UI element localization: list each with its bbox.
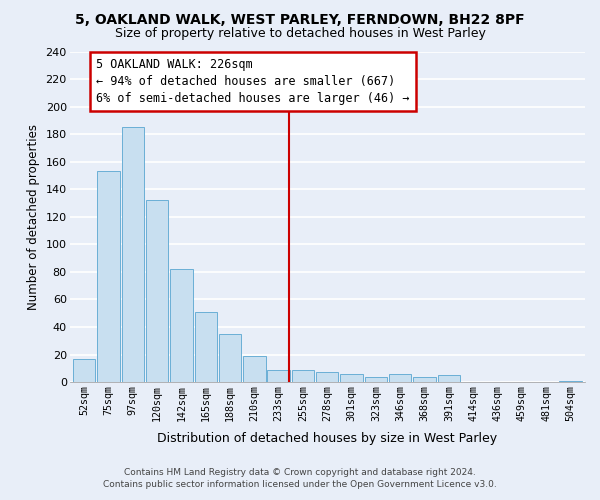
Bar xyxy=(316,372,338,382)
Bar xyxy=(122,128,144,382)
Bar xyxy=(146,200,168,382)
Bar xyxy=(219,334,241,382)
Bar xyxy=(559,380,581,382)
Bar xyxy=(194,312,217,382)
Text: 5 OAKLAND WALK: 226sqm
← 94% of detached houses are smaller (667)
6% of semi-det: 5 OAKLAND WALK: 226sqm ← 94% of detached… xyxy=(97,58,410,106)
Bar xyxy=(170,269,193,382)
Bar xyxy=(365,376,387,382)
Bar xyxy=(413,376,436,382)
Bar xyxy=(340,374,363,382)
Bar xyxy=(73,358,95,382)
Y-axis label: Number of detached properties: Number of detached properties xyxy=(27,124,40,310)
Bar xyxy=(389,374,412,382)
Text: Size of property relative to detached houses in West Parley: Size of property relative to detached ho… xyxy=(115,28,485,40)
X-axis label: Distribution of detached houses by size in West Parley: Distribution of detached houses by size … xyxy=(157,432,497,445)
Bar xyxy=(292,370,314,382)
Bar xyxy=(268,370,290,382)
Bar xyxy=(97,172,119,382)
Text: Contains HM Land Registry data © Crown copyright and database right 2024.
Contai: Contains HM Land Registry data © Crown c… xyxy=(103,468,497,489)
Bar xyxy=(437,375,460,382)
Text: 5, OAKLAND WALK, WEST PARLEY, FERNDOWN, BH22 8PF: 5, OAKLAND WALK, WEST PARLEY, FERNDOWN, … xyxy=(75,12,525,26)
Bar xyxy=(243,356,266,382)
